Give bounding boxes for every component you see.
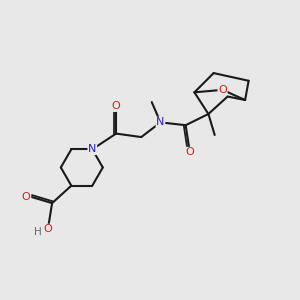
Text: N: N — [156, 117, 165, 128]
Text: O: O — [112, 101, 121, 111]
Text: O: O — [44, 224, 52, 234]
Text: O: O — [218, 85, 227, 95]
Text: N: N — [88, 144, 97, 154]
Text: O: O — [22, 192, 31, 202]
Text: H: H — [34, 227, 42, 237]
Text: O: O — [185, 148, 194, 158]
